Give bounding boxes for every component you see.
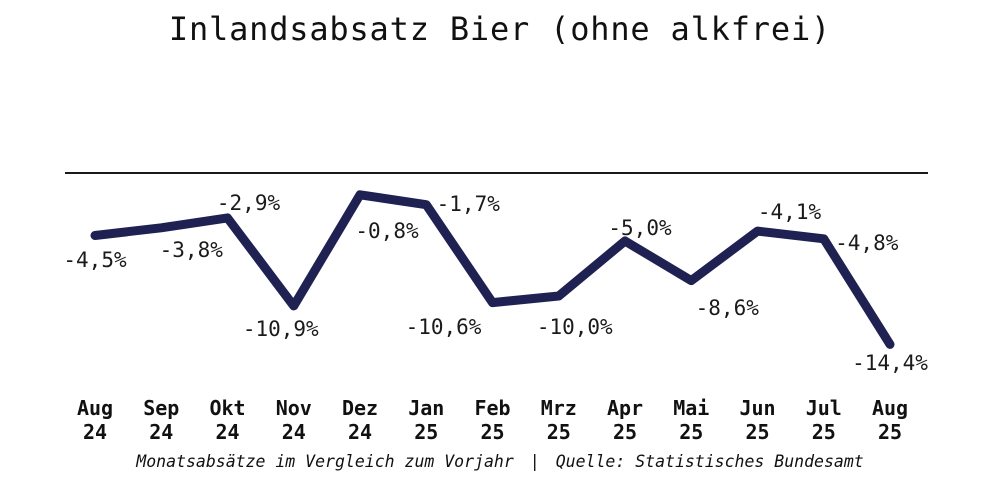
x-tick-year: 24 [281,420,306,444]
x-tick-month: Jun [739,396,776,420]
x-tick-year: 25 [745,420,770,444]
x-tick-label: Mai 25 [673,396,709,444]
value-label: -10,6% [405,314,482,339]
value-label: -0,8% [355,218,419,243]
x-tick-year: 24 [82,420,108,444]
x-tick-label: Sep 24 [143,396,179,444]
chart-footer: Monatsabsätze im Vergleich zum Vorjahr | Q… [0,452,1000,471]
x-tick-label: Jun 25 [739,396,775,444]
x-tick-year: 24 [215,420,240,444]
x-tick-year: 25 [546,420,571,444]
chart-title: Inlandsabsatz Bier (ohne alkfrei) [168,10,832,48]
value-label: -1,7% [436,191,500,216]
x-tick-month: Aug [76,396,114,420]
value-label: -4,1% [757,200,822,225]
x-tick-month: Feb [474,396,511,420]
x-tick-label: Jul 25 [806,396,842,444]
x-tick-year: 25 [811,420,836,444]
x-tick-month: Aug [871,396,909,420]
value-label: -3,8% [159,237,223,262]
x-tick-year: 25 [877,420,903,444]
x-tick-year: 24 [149,420,174,444]
x-tick-year: 25 [679,420,704,444]
value-label: -2,9% [216,190,281,215]
x-tick-label: Aug 25 [872,396,908,444]
x-tick-month: Jan [408,396,445,420]
x-tick-year: 25 [414,420,439,444]
x-tick-month: Mai [673,396,710,420]
x-tick-month: Okt [209,396,246,420]
trend-line [90,190,895,349]
x-tick-month: Mrz [540,396,577,420]
value-label: -4,8% [835,230,899,255]
value-label: -10,0% [536,315,613,339]
value-label: -10,9% [242,316,319,341]
x-tick-month: Nov [275,396,312,420]
x-tick-label: Feb 25 [474,396,510,444]
x-tick-label: Nov 24 [276,396,312,444]
footer-note: Monatsabsätze im Vergleich zum Vorjahr [136,452,514,471]
value-label: -8,6% [695,295,759,320]
x-tick-label: Apr 25 [607,396,643,444]
x-tick-label: Aug 24 [77,396,113,444]
value-label: -4,5% [63,247,127,272]
value-label: -5,0% [608,216,672,240]
x-tick-year: 25 [480,420,505,444]
x-tick-month: Jul [805,396,842,420]
x-tick-label: Okt 24 [209,396,245,444]
x-tick-month: Sep [143,396,180,420]
x-tick-month: Apr [606,396,644,420]
x-tick-label: Jan 25 [408,396,444,444]
value-label: -14,4% [852,351,928,376]
x-tick-month: Dez [341,396,379,420]
footer-separator: | [529,452,540,471]
footer-source: Quelle: Statistisches Bundesamt [555,452,864,471]
x-tick-year: 24 [347,420,373,444]
x-tick-year: 25 [612,420,638,444]
x-tick-label: Dez 24 [342,396,378,444]
x-tick-label: Mrz 25 [541,396,577,444]
